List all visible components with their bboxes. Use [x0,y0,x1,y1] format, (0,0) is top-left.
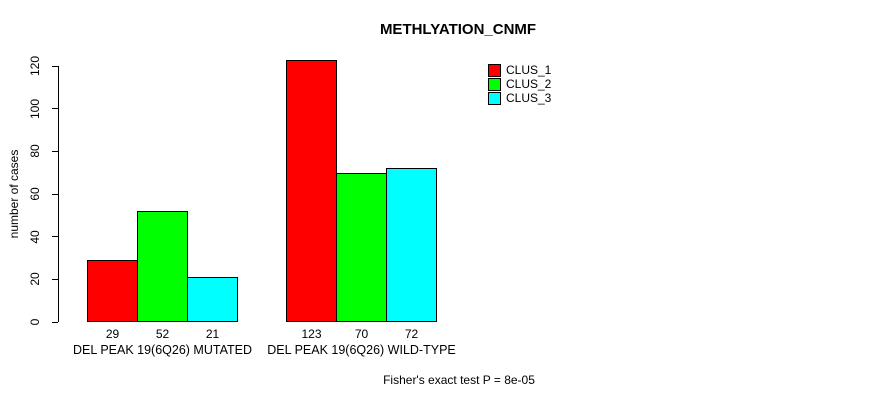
y-axis-tick-label: 20 [28,272,42,287]
legend-swatch-clus_3 [488,91,501,105]
y-axis-tick [52,150,58,152]
legend-swatch-clus_1 [488,63,501,77]
y-axis-tick-label: 120 [28,55,42,77]
bar-value-label: 52 [155,327,170,341]
legend-label: CLUS_2 [506,77,552,91]
bar-g1-clus_2 [137,211,188,322]
bar-value-label: 21 [205,327,220,341]
y-axis-tick-label: 80 [28,144,42,159]
y-axis-tick [52,193,58,195]
y-axis-tick-label: 40 [28,229,42,244]
bar-value-label: 123 [301,327,322,341]
bar-value-label: 70 [354,327,369,341]
group-label: DEL PEAK 19(6Q26) MUTATED [73,343,252,357]
legend-row: CLUS_3 [488,91,551,105]
bar-value-label: 29 [105,327,120,341]
chart-title: METHLYATION_CNMF [379,21,537,38]
y-axis-tick [52,108,58,110]
y-axis-tick-label: 0 [28,318,42,326]
bar-value-label: 72 [404,327,419,341]
legend-label: CLUS_3 [506,91,552,105]
legend: CLUS_1 CLUS_2 CLUS_3 [488,63,551,105]
y-axis-tick [52,278,58,280]
y-axis-tick [52,65,58,67]
stat-annotation: Fisher's exact test P = 8e-05 [383,373,535,387]
legend-label: CLUS_1 [506,63,552,77]
legend-row: CLUS_1 [488,63,551,77]
legend-swatch-clus_2 [488,77,501,91]
bar-g2-clus_2 [336,172,387,322]
group-label: DEL PEAK 19(6Q26) WILD-TYPE [267,343,456,357]
legend-row: CLUS_2 [488,77,551,91]
y-axis-line [58,66,59,322]
y-axis-tick [52,236,58,238]
bar-g1-clus_1 [87,260,138,322]
y-axis-tick-label: 60 [28,187,42,201]
bar-g1-clus_3 [187,277,238,322]
bar-g2-clus_3 [386,168,437,322]
bar-g2-clus_1 [286,59,337,322]
y-axis-tick-label: 100 [28,98,42,119]
y-axis-tick [52,321,58,323]
y-axis-title: number of cases [7,149,21,239]
